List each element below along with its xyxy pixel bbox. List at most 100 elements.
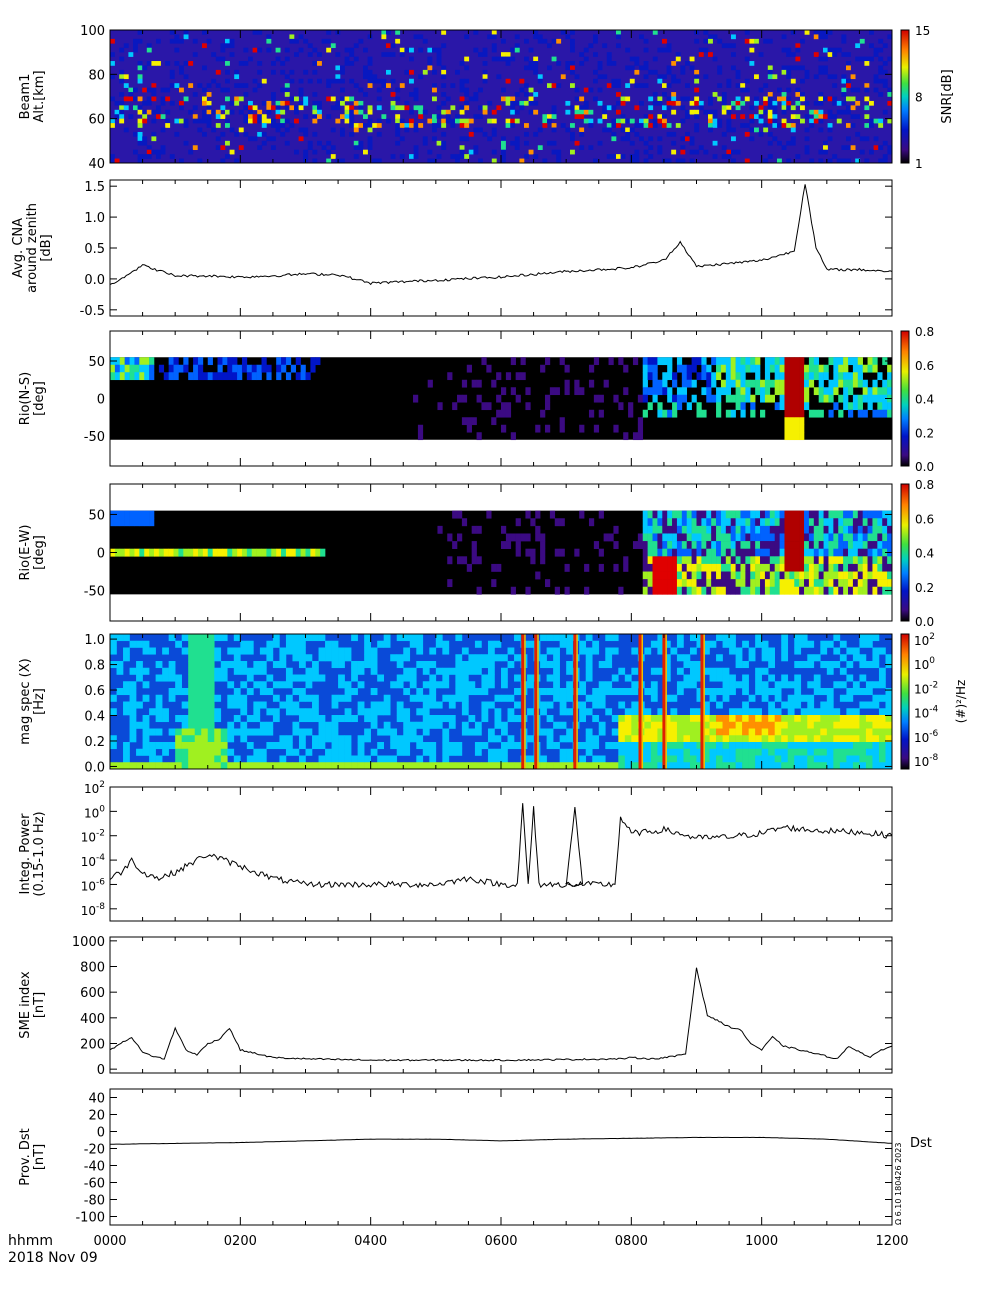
snr-cell [726,105,732,111]
spec-cell [670,647,678,655]
snr-cell [459,149,465,155]
spec-cell [201,654,209,662]
rio-cell [222,372,228,381]
rio-cell [681,533,688,542]
snr-cell [409,92,414,97]
rio-cell [310,364,316,373]
rio-cell [789,424,795,433]
snr-cell [335,105,341,111]
snr-cell [418,114,424,119]
rio-cell [882,409,888,418]
rio-cell [764,510,771,519]
spec-cell [507,708,515,716]
spec-cell [201,661,209,669]
snr-cell [726,123,732,128]
snr-cell [123,96,129,102]
spec-cell [110,742,117,750]
spec-cell [631,755,639,763]
x-tick-label: 0200 [224,1234,257,1249]
snr-cell [418,109,424,115]
rio-cell [789,563,795,572]
snr-cell [179,105,184,111]
rio-cell [540,533,546,542]
snr-cell [694,100,700,106]
snr-cell [206,83,212,88]
spec-cell [729,688,736,696]
spec-cell [735,755,743,763]
spec-cell [435,721,443,729]
rio-cell [574,548,580,557]
snr-cell [427,158,433,164]
snr-cell [606,127,612,133]
rio-cell [618,586,624,595]
spec-cell [859,715,867,723]
spec-cell [403,634,411,642]
rio-cell [823,394,829,403]
snr-cell [395,114,401,119]
spec-cell [878,715,886,723]
spec-cell [807,728,815,736]
rio-cell [735,379,741,388]
rio-cell [652,357,658,366]
rio-cell [730,571,736,580]
snr-cell [367,74,373,80]
snr-cell [340,100,345,106]
snr-cell [317,78,322,84]
panel-frame [109,936,893,1074]
rio-cell [804,372,810,381]
spec-cell [487,701,495,709]
snr-cell [514,140,520,146]
snr-cell [593,158,598,164]
spec-cell [325,721,332,729]
colorbar-tick-label: 10-2 [914,680,938,696]
rio-cell [486,510,492,519]
spec-cell [676,681,684,689]
spec-cell [800,748,808,756]
spec-cell [800,755,808,763]
spec-cell [833,708,841,716]
spec-cell [559,748,567,756]
rio-cell [760,586,766,595]
snr-cell [818,65,824,71]
snr-cell [441,43,447,49]
spec-colorbar [900,633,910,770]
rio-cell [613,394,619,403]
snr-cell [772,118,778,124]
rio-cell [838,510,844,519]
rio-cell [774,541,780,549]
snr-cell [662,118,667,124]
snr-cell [491,56,497,62]
rio-cell [760,563,766,572]
snr-cell [666,47,672,53]
spec-cell [696,715,704,723]
spec-cell [566,661,573,669]
rio-cell [662,357,668,366]
spec-cell [559,640,567,648]
snr-cell [487,118,493,124]
rio-cell [701,409,707,418]
rio-cell [163,548,169,557]
spec-cell [194,748,202,756]
rio-cell [598,548,604,557]
rio-cell [740,571,746,580]
spec-cell [194,667,202,675]
snr-cell [767,69,773,75]
spec-cell [175,640,182,648]
spec-cell [676,735,684,743]
rio-cell [540,364,546,373]
spec-cell [162,742,169,750]
snr-cell [648,105,654,111]
spec-cell [794,721,802,729]
snr-cell [832,83,838,88]
rio-cell [877,510,883,519]
spec-cell [344,688,352,696]
rio-cell [686,541,692,549]
rio-cell [266,548,272,557]
spec-cell [885,688,893,696]
rio-cell [833,579,839,588]
spec-cell [298,647,306,655]
snr-cell [459,61,465,66]
spec-cell [846,694,854,702]
snr-cell [183,123,189,128]
spec-cell [292,728,300,736]
